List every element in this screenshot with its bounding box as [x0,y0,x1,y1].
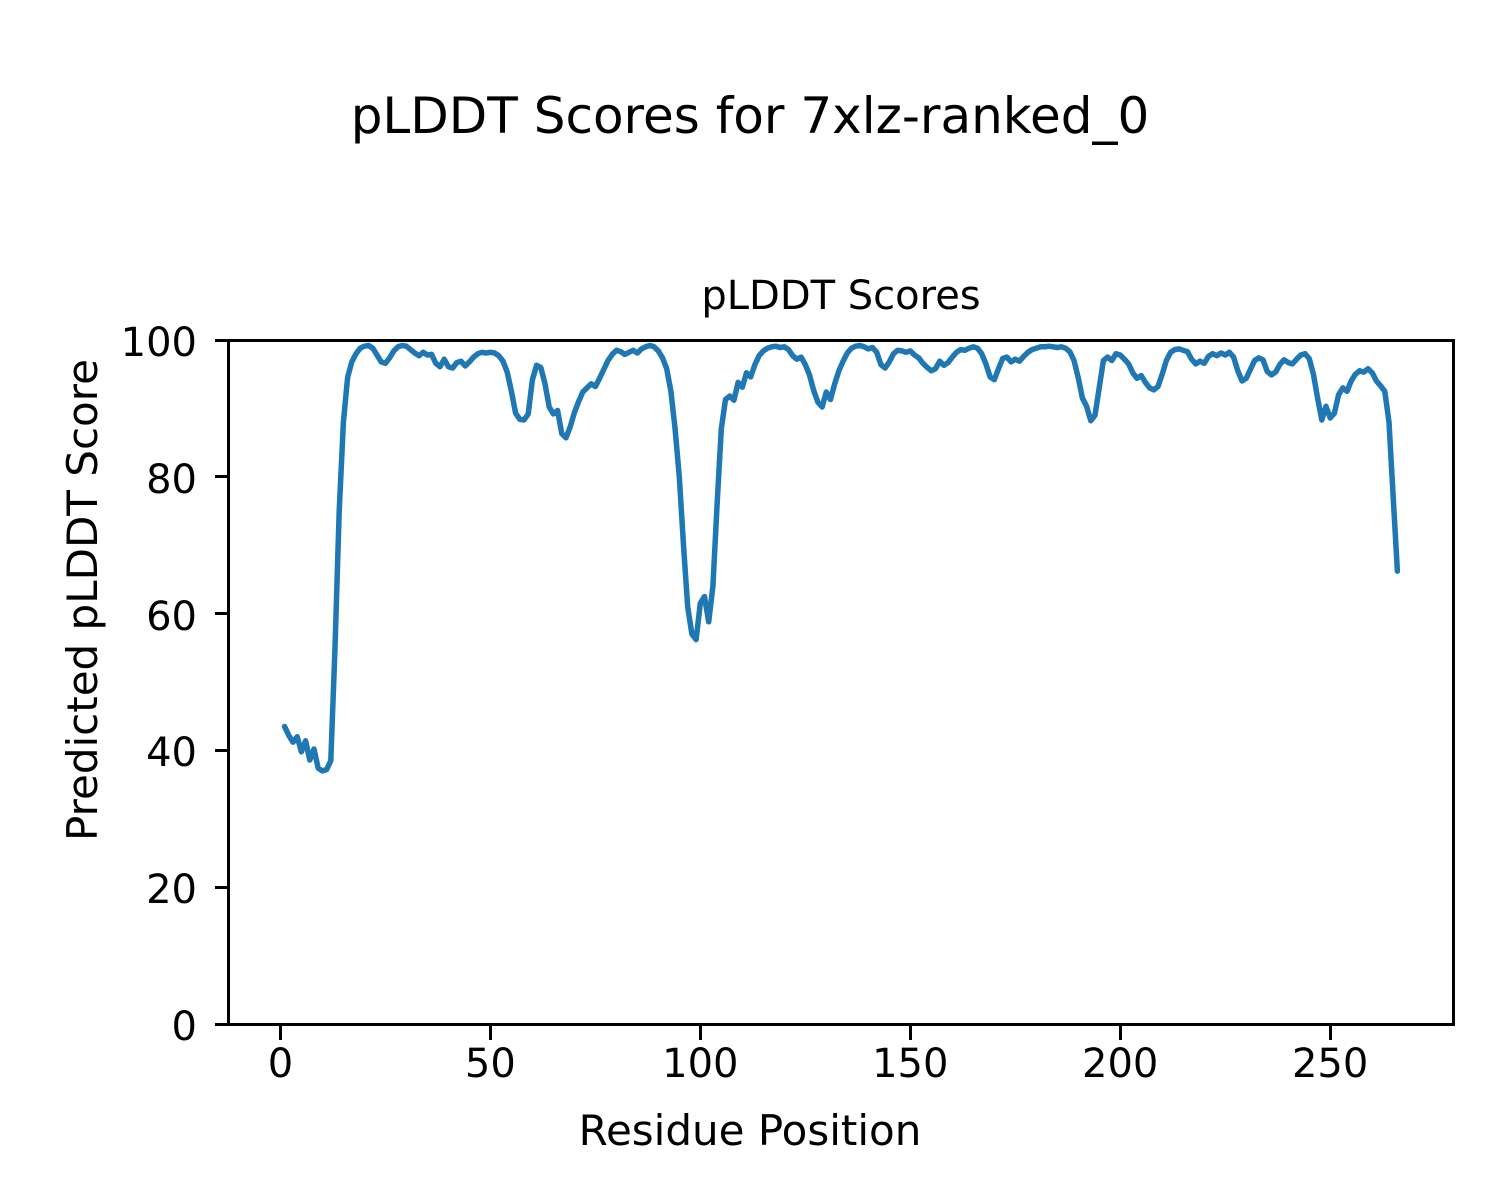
axes-title: pLDDT Scores [701,273,981,319]
y-tick-label: 80 [146,456,197,503]
y-tick-label: 0 [171,1004,197,1050]
figure-title: pLDDT Scores for 7xlz-ranked_0 [350,87,1150,145]
x-tick-label: 0 [267,1041,294,1087]
x-tick-label: 200 [1082,1041,1159,1087]
y-tick-label: 40 [146,730,197,777]
x-tick-mark [1118,1024,1122,1040]
y-tick-label: 100 [120,320,197,366]
y-tick-mark [215,885,229,889]
x-tick-mark [488,1024,492,1040]
y-tick-mark [215,1022,229,1026]
y-tick-mark [215,748,229,752]
x-tick-label: 50 [464,1041,516,1087]
x-tick-mark [908,1024,912,1040]
plot-area [227,339,1455,1026]
plddt-line [281,342,1401,774]
x-tick-label: 100 [662,1041,739,1087]
x-tick-mark [278,1024,282,1040]
x-tick-label: 250 [1291,1041,1369,1087]
x-tick-mark [698,1024,702,1040]
x-tick-mark [1328,1024,1332,1040]
y-tick-mark [215,612,229,616]
y-tick-mark [215,338,229,342]
y-tick-label: 60 [146,593,197,640]
x-axis-label: Residue Position [578,1106,922,1155]
y-tick-mark [215,475,229,479]
y-tick-label: 20 [146,867,197,914]
plddt-line-chart [281,342,1401,774]
x-tick-label: 150 [872,1041,949,1087]
